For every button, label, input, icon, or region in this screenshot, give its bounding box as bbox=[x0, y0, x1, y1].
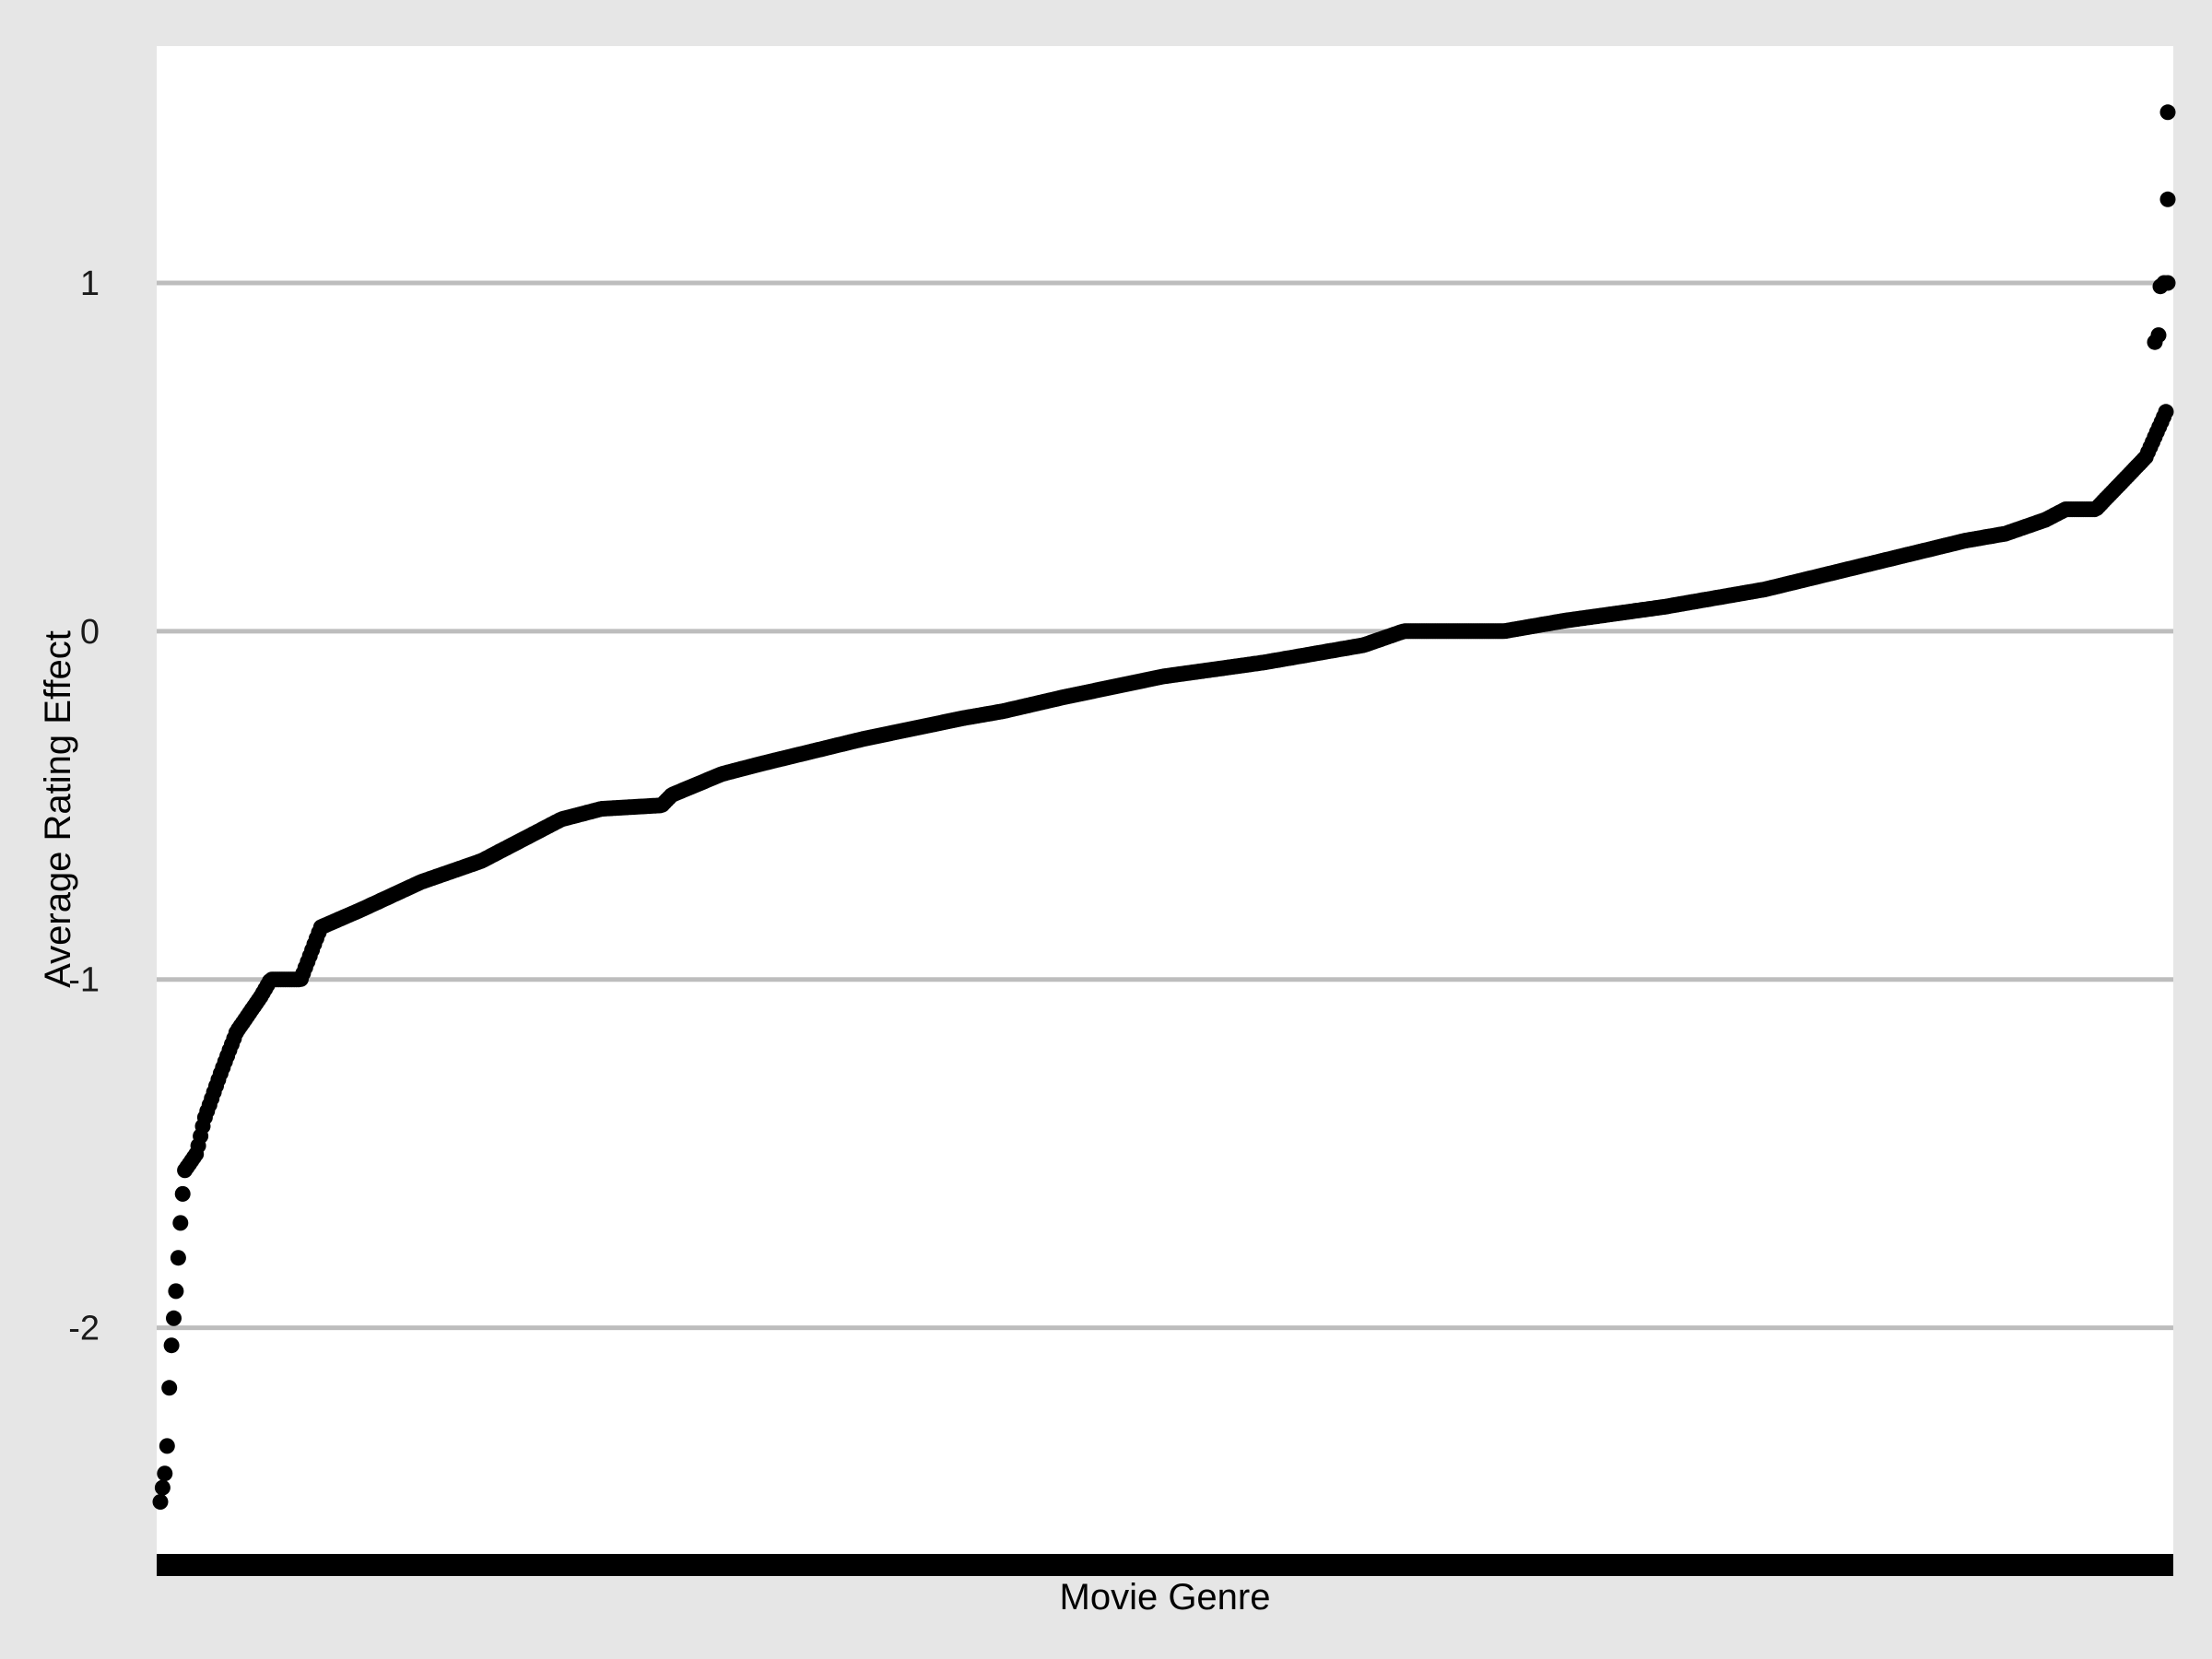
y-axis-label: Average Rating Effect bbox=[38, 630, 78, 988]
point-7 bbox=[168, 1283, 184, 1300]
point-5 bbox=[163, 1337, 180, 1354]
point-0 bbox=[152, 1494, 169, 1510]
plot-panel bbox=[157, 46, 2173, 1558]
point-4 bbox=[161, 1380, 178, 1396]
outlier-point-4 bbox=[2159, 275, 2176, 291]
point-2 bbox=[157, 1465, 173, 1482]
y-tick-labels: -2 -1 0 1 bbox=[68, 265, 100, 1348]
point-1 bbox=[154, 1479, 171, 1496]
x-axis-label: Movie Genre bbox=[1060, 1577, 1271, 1618]
y-tick-label-0: -2 bbox=[68, 1310, 100, 1348]
point-8 bbox=[170, 1250, 186, 1266]
point-6 bbox=[166, 1310, 182, 1326]
outlier-point-1 bbox=[2150, 327, 2167, 344]
outlier-point-5 bbox=[2159, 191, 2176, 207]
grid-lines bbox=[157, 280, 2173, 1331]
x-axis-rug-bar bbox=[157, 1554, 2173, 1576]
y-tick-label-3: 1 bbox=[80, 265, 100, 303]
point-899 bbox=[2158, 404, 2174, 420]
y-tick-label-1: -1 bbox=[68, 961, 100, 1000]
outlier-point-6 bbox=[2159, 104, 2176, 121]
data-points bbox=[152, 104, 2176, 1510]
point-3 bbox=[159, 1438, 175, 1454]
point-9 bbox=[172, 1215, 189, 1231]
point-10 bbox=[174, 1185, 191, 1202]
y-tick-label-2: 0 bbox=[80, 613, 100, 652]
